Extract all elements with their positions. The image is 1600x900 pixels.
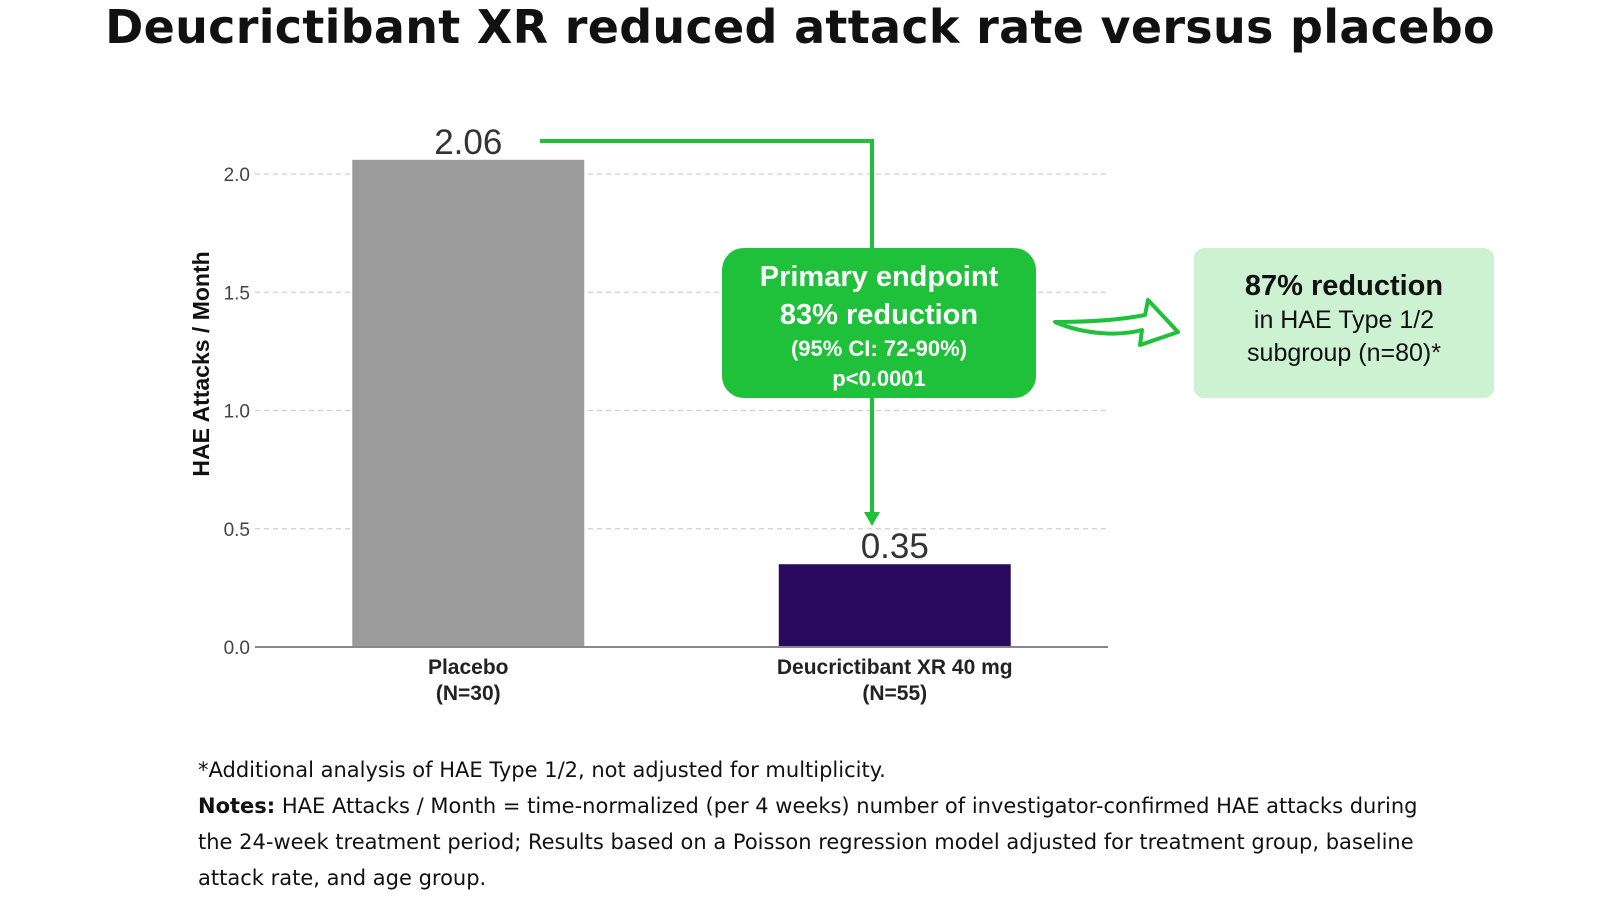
- primary-endpoint-ci: (95% CI: 72-90%): [790, 336, 968, 361]
- bars: [352, 159, 1011, 647]
- notes-label: Notes:: [198, 794, 276, 818]
- y-tick-label: 1.0: [224, 402, 250, 423]
- asterisk-footnote: *Additional analysis of HAE Type 1/2, no…: [198, 758, 886, 782]
- subgroup-arrow-icon: [1053, 298, 1180, 347]
- footnotes: *Additional analysis of HAE Type 1/2, no…: [198, 752, 1418, 896]
- subgroup-line-2: in HAE Type 1/2: [1253, 306, 1435, 334]
- y-tick-label: 0.0: [224, 638, 250, 659]
- primary-endpoint-reduction: 83% reduction: [779, 299, 979, 331]
- primary-endpoint-pvalue: p<0.0001: [832, 366, 926, 391]
- value-label: 0.35: [861, 527, 929, 566]
- x-tick-sublabel: (N=30): [436, 682, 501, 705]
- x-tick-sublabel: (N=55): [862, 682, 927, 705]
- x-tick-labels: Placebo (N=30) Deucrictibant XR 40 mg (N=55…: [428, 656, 1013, 705]
- notes-paragraph: Notes: HAE Attacks / Month = time-normal…: [198, 788, 1418, 896]
- subgroup-line-3: subgroup (n=80)*: [1247, 339, 1441, 367]
- x-tick-label: Placebo: [428, 656, 509, 679]
- gridlines: [255, 173, 1108, 530]
- y-axis-label: HAE Attacks / Month: [188, 251, 214, 476]
- bar-deucrictibant: [778, 564, 1011, 647]
- y-tick-label: 1.5: [224, 283, 250, 304]
- page-title: Deucrictibant XR reduced attack rate ver…: [105, 0, 1495, 54]
- value-labels: 2.06 0.35: [434, 123, 929, 566]
- value-label: 2.06: [434, 123, 502, 162]
- primary-endpoint-heading: Primary endpoint: [759, 261, 999, 293]
- notes-text: HAE Attacks / Month = time-normalized (p…: [198, 794, 1418, 890]
- x-tick-label: Deucrictibant XR 40 mg: [777, 656, 1013, 679]
- y-tick-labels: 0.0 0.5 1.0 1.5 2.0: [224, 165, 250, 659]
- primary-endpoint-callout: Primary endpoint 83% reduction (95% CI: …: [722, 248, 1036, 398]
- connector-arrowhead: [864, 512, 880, 526]
- y-tick-label: 0.5: [224, 520, 250, 541]
- subgroup-reduction: 87% reduction: [1244, 270, 1444, 302]
- bar-placebo: [352, 159, 585, 647]
- subgroup-callout: 87% reduction in HAE Type 1/2 subgroup (…: [1194, 248, 1494, 398]
- y-tick-label: 2.0: [224, 165, 250, 186]
